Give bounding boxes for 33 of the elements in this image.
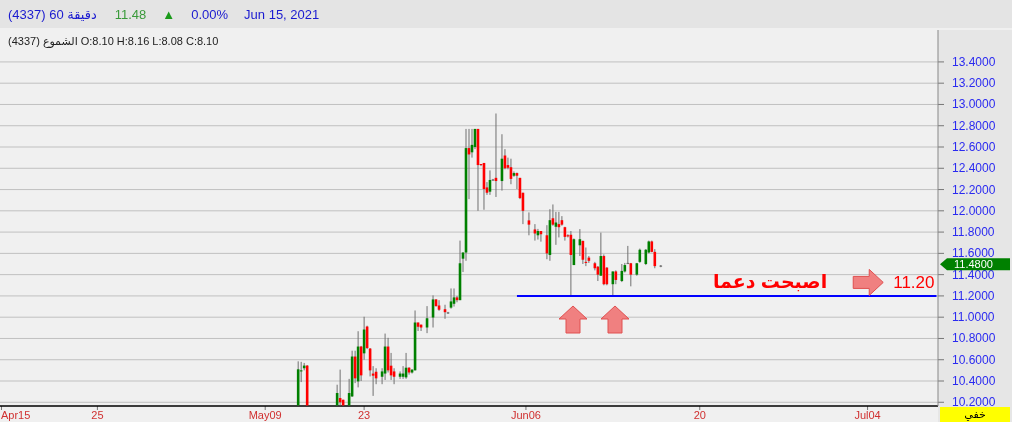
text: 0.00% [191, 7, 229, 22]
y-tick-label: 12.4000 [952, 161, 996, 176]
text: خفي [964, 408, 986, 421]
text: ▲ [162, 7, 176, 22]
y-tick-label: 11.0000 [952, 310, 995, 325]
y-tick-label: 11.8000 [952, 225, 995, 240]
y-tick-label: 11.2000 [952, 288, 995, 303]
text: Jun 15, 2021 [244, 7, 320, 22]
x-tick-label: 25 [91, 409, 104, 421]
x-tick-label: Apr15 [1, 409, 31, 421]
y-tick-label: 11.6000 [952, 246, 995, 261]
y-tick-label: 10.4000 [952, 374, 996, 388]
text: 11.48 [114, 7, 147, 22]
x-tick-label: 20 [693, 409, 706, 421]
y-tick-label: 13.4000 [952, 54, 996, 69]
annotation: اصبحت دعما [712, 270, 828, 292]
candlestick [527, 211, 531, 236]
x-tick-label: Jul04 [854, 409, 881, 421]
annotation: 11.20 [893, 272, 935, 292]
y-tick-label: 13.0000 [952, 97, 996, 112]
y-tick-label: 12.6000 [952, 140, 996, 154]
y-tick-label: 10.8000 [952, 331, 996, 346]
chart-title: (4337) 60 دقيقة [8, 7, 97, 22]
y-tick-label: 13.2000 [952, 76, 996, 91]
x-tick-label: 23 [357, 409, 371, 421]
y-tick-label: 12.0000 [952, 203, 996, 218]
y-tick-label: 12.8000 [952, 118, 996, 133]
x-tick-label: May09 [248, 409, 282, 421]
chart-subtitle: الشموع (4337) O:8.10 H:8.16 L:8.08 C:8.10 [8, 35, 219, 48]
y-tick-label: 10.6000 [952, 352, 996, 367]
x-tick-label: Jun06 [510, 409, 541, 421]
y-tick-label: 12.2000 [952, 182, 996, 197]
y-tick-label: 10.2000 [952, 395, 996, 410]
